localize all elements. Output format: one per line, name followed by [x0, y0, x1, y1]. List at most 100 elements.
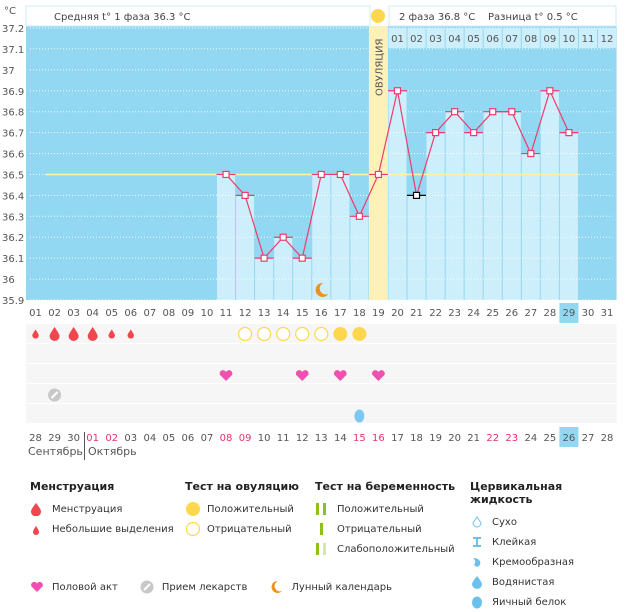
- unit-label: °C: [4, 6, 16, 17]
- legend-cervical-fluid: Цервикальная жидкость Сухо Клейкая Кремо…: [470, 480, 626, 612]
- post-ovulation-day-cell: [502, 28, 521, 48]
- calendar-date-label: 09: [239, 433, 252, 444]
- temperature-point: [489, 108, 497, 116]
- temperature-bar: [502, 111, 521, 300]
- ovulation-test-negative-icon: [237, 326, 253, 342]
- post-ovulation-day-label: 01: [391, 34, 404, 45]
- dry-icon: [470, 515, 492, 529]
- cycle-day-label: 29: [563, 308, 576, 319]
- menstruation-drop-icon: [87, 327, 98, 342]
- filled-circle-icon: [185, 501, 207, 517]
- calendar-date-label: 28: [29, 433, 42, 444]
- legend-item: Отрицательный: [207, 523, 292, 535]
- calendar-date-label: 04: [143, 433, 156, 444]
- temperature-point: [527, 149, 535, 158]
- ovulation-label: ОВУЛЯЦИЯ: [374, 39, 385, 97]
- legend-item: Половой акт: [52, 581, 118, 593]
- calendar-date-label: 07: [201, 433, 214, 444]
- cycle-day-label: 24: [467, 308, 480, 319]
- pill-icon-stroke: [50, 391, 59, 399]
- post-ovulation-days: 01 02 03 04 05 06 07 08 09 10 11 12: [388, 28, 617, 48]
- month-divider: [84, 432, 85, 460]
- legend-title: Цервикальная жидкость: [470, 480, 563, 506]
- calendar-date-label: 15: [353, 433, 366, 444]
- calendar-date-label: 13: [315, 433, 328, 444]
- spotting-drop-icon: [32, 329, 39, 339]
- egg-white-icon: [470, 595, 492, 609]
- y-tick-label: 35.9: [2, 296, 24, 307]
- temperature-bar: [274, 237, 293, 300]
- calendar-date-label: 03: [124, 433, 137, 444]
- temperature-bar: [464, 132, 483, 300]
- phase-difference: Разница t° 0.5 °C: [488, 12, 578, 23]
- temperature-point: [222, 170, 230, 179]
- y-tick-label: 36.5: [2, 170, 24, 181]
- temperature-bar: [521, 153, 540, 300]
- post-ovulation-day-label: 02: [410, 34, 423, 45]
- calendar-date-label: 18: [410, 433, 423, 444]
- cycle-day-label: 27: [524, 308, 537, 319]
- y-tick-label: 36: [2, 275, 15, 286]
- spotting-drop-icon: [108, 329, 115, 339]
- cycle-day-label: 22: [429, 308, 442, 319]
- calendar-date-label: 02: [105, 433, 118, 444]
- legend-item: Кремообразная: [492, 556, 575, 568]
- heart-icon: [333, 370, 347, 381]
- marker-row: [26, 384, 617, 403]
- legend-item: Лунный календарь: [291, 581, 392, 593]
- phase2-average: 2 фаза 36.8 °C: [399, 12, 475, 23]
- cycle-day-label: 30: [582, 308, 595, 319]
- legend-menstruation: Менструация Менструация Небольшие выделе…: [30, 480, 174, 539]
- cycle-day-label: 08: [163, 308, 176, 319]
- legend-title: Менструация: [30, 480, 115, 493]
- cycle-day-label: 13: [258, 308, 271, 319]
- cycle-day-label: 23: [448, 308, 461, 319]
- legend-item: Отрицательный: [337, 523, 422, 535]
- calendar-date-label: 23: [505, 433, 518, 444]
- heart-icon: [30, 581, 44, 593]
- y-tick-label: 36.7: [2, 129, 24, 140]
- cycle-day-label: 15: [296, 308, 309, 319]
- legend-title: Тест на беременность: [315, 480, 456, 493]
- calendar-date-label: 29: [48, 433, 61, 444]
- temperature-point: [508, 108, 516, 116]
- ovulation-test-positive-icon: [333, 327, 348, 341]
- calendar-date-label: 30: [67, 433, 80, 444]
- temperature-point: [393, 87, 402, 95]
- cycle-day-label: 04: [86, 308, 99, 319]
- temperature-point: [546, 87, 554, 95]
- y-axis-ticks: 35.9 36 36.1 36.2 36.3 36.4 36.5 36.6 36.7 36.8 36…: [2, 24, 24, 307]
- calendar-date-label: 12: [296, 433, 309, 444]
- calendar-date-label: 24: [524, 433, 537, 444]
- ovulation-sun-icon: [371, 9, 385, 23]
- moon-icon: [315, 282, 329, 297]
- sticky-icon: [470, 535, 492, 549]
- temperature-point: [279, 233, 287, 241]
- y-tick-label: 36.3: [2, 212, 24, 223]
- cycle-day-label: 21: [410, 308, 423, 319]
- y-tick-label: 37: [2, 66, 15, 77]
- creamy-icon: [470, 555, 492, 569]
- ovulation-test-negative-icon: [314, 326, 329, 342]
- moon-icon: [269, 580, 283, 594]
- cycle-day-label: 31: [601, 308, 614, 319]
- cycle-day-label: 12: [239, 308, 252, 319]
- menstruation-drop-icon: [68, 327, 79, 342]
- post-ovulation-day-label: 08: [524, 34, 537, 45]
- calendar-date-label: 01: [86, 433, 99, 444]
- cycle-day-label: 17: [334, 308, 347, 319]
- watery-icon: [470, 575, 492, 589]
- empty-circle-icon: [185, 521, 207, 537]
- post-ovulation-day-label: 07: [505, 34, 518, 45]
- legend-item: Менструация: [52, 503, 123, 515]
- temperature-point: [374, 170, 383, 179]
- cycle-day-label: 18: [353, 308, 366, 319]
- cycle-day-label: 11: [220, 308, 233, 319]
- post-ovulation-day-cell: [521, 28, 540, 48]
- bbt-chart: ОВУЛЯЦИЯ 35.93636.136.236.336.436.536.63…: [2, 5, 617, 447]
- legend-pregnancy-test: Тест на беременность Положительный Отриц…: [315, 480, 455, 559]
- chart-header: °C Средняя t° 1 фаза 36.3 °C 2 фаза 36.8…: [4, 5, 617, 27]
- ovulation-test-negative-icon: [257, 326, 272, 342]
- legend-title: Тест на овуляцию: [185, 480, 299, 493]
- calendar-date-label: 26: [563, 433, 576, 444]
